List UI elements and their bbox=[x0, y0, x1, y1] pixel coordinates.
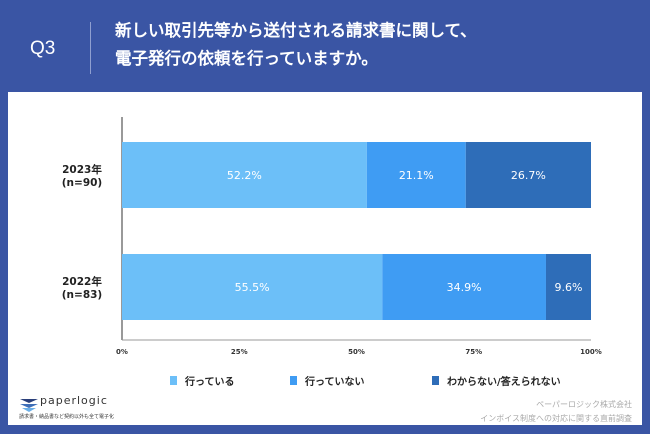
question-number: Q3 bbox=[30, 38, 56, 59]
data-label: 34.9% bbox=[447, 281, 482, 294]
bar-segment bbox=[122, 254, 383, 320]
x-tick-label: 50% bbox=[348, 348, 365, 356]
source-survey: インボイス制度への対応に関する直前調査 bbox=[480, 414, 632, 423]
paperlogic-logo-icon bbox=[20, 399, 38, 412]
category-label: 2022年 bbox=[62, 275, 102, 288]
logo-tagline: 請求書・納品書など契約以外も全て電子化 bbox=[19, 414, 115, 420]
category-label: (n=83) bbox=[62, 289, 102, 301]
x-tick-label: 0% bbox=[116, 348, 128, 356]
bar-segment bbox=[122, 142, 367, 208]
x-tick-label: 25% bbox=[231, 348, 248, 356]
bar-segment bbox=[545, 254, 591, 320]
data-label: 55.5% bbox=[235, 281, 270, 294]
legend-swatch bbox=[290, 376, 297, 385]
legend-item: わからない/答えられない bbox=[432, 373, 561, 388]
legend-item: 行っていない bbox=[290, 373, 365, 388]
bar-segment bbox=[382, 254, 546, 320]
data-label: 52.2% bbox=[227, 169, 262, 182]
logo-name: paperlogic bbox=[40, 394, 108, 407]
legend-label: 行っている bbox=[185, 377, 235, 388]
legend-item: 行っている bbox=[170, 373, 235, 388]
category-label: 2023年 bbox=[62, 163, 102, 176]
divider bbox=[90, 22, 91, 74]
bar-segment bbox=[366, 142, 466, 208]
data-label: 21.1% bbox=[399, 169, 434, 182]
data-label: 26.7% bbox=[511, 169, 546, 182]
category-label: (n=90) bbox=[62, 177, 102, 189]
legend-swatch bbox=[432, 376, 439, 385]
title-line-2: 電子発行の依頼を行っていますか。 bbox=[115, 49, 378, 68]
x-tick-label: 75% bbox=[465, 348, 482, 356]
question-title: 新しい取引先等から送付される請求書に関して、 電子発行の依頼を行っていますか。 bbox=[115, 17, 477, 73]
source-company: ペーパーロジック株式会社 bbox=[536, 400, 632, 409]
legend-label: わからない/答えられない bbox=[447, 377, 561, 388]
bar-segment bbox=[465, 142, 591, 208]
legend-label: 行っていない bbox=[305, 377, 365, 388]
legend-swatch bbox=[170, 376, 177, 385]
x-tick-label: 100% bbox=[580, 348, 602, 356]
data-label: 9.6% bbox=[555, 281, 583, 294]
title-line-1: 新しい取引先等から送付される請求書に関して、 bbox=[115, 21, 477, 40]
